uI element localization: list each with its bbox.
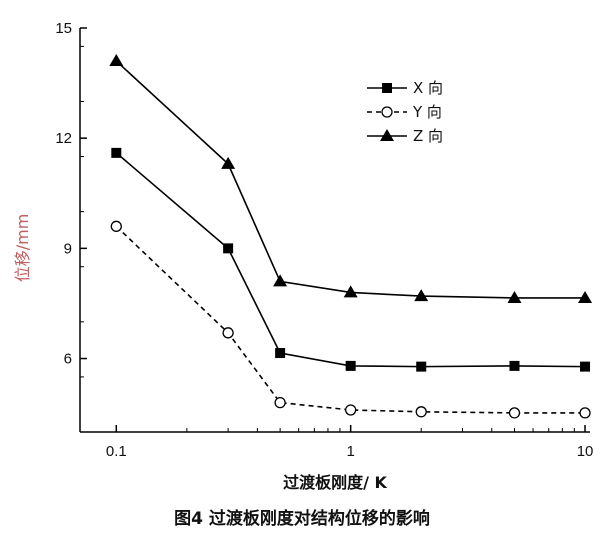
legend-label: X 向 bbox=[413, 79, 443, 97]
y-tick-label: 12 bbox=[55, 130, 72, 147]
x-tick-label: 0.1 bbox=[106, 443, 127, 460]
y-tick-label: 15 bbox=[55, 20, 72, 37]
data-point bbox=[580, 361, 591, 372]
y-tick-label: 6 bbox=[64, 351, 72, 368]
figure-caption: 图4 过渡板刚度对结构位移的影响 bbox=[174, 509, 430, 529]
y-tick-label: 9 bbox=[64, 240, 72, 257]
data-point bbox=[509, 360, 520, 371]
data-point bbox=[223, 243, 234, 254]
data-point bbox=[111, 147, 122, 158]
data-point bbox=[222, 327, 234, 339]
y-axis-title: 位移/mm bbox=[13, 214, 32, 283]
data-point bbox=[275, 348, 286, 359]
legend-label: Y 向 bbox=[412, 103, 442, 121]
legend-label: Z 向 bbox=[413, 127, 443, 145]
y-ticks: 6 9 12 15 bbox=[55, 20, 87, 433]
series-line-1 bbox=[115, 225, 586, 414]
chart: 6 9 12 15 0.1 1 10 X 向 Y 向 Z 向 过渡板刚度/ K 位移/mm bbox=[13, 20, 594, 492]
data-point bbox=[414, 289, 429, 302]
series-layer bbox=[109, 54, 593, 419]
data-point bbox=[343, 285, 358, 298]
data-point bbox=[110, 220, 122, 232]
data-point bbox=[416, 361, 427, 372]
data-point bbox=[274, 396, 286, 409]
legend: X 向 Y 向 Z 向 bbox=[367, 79, 443, 145]
data-point bbox=[273, 274, 288, 287]
data-point bbox=[507, 290, 522, 303]
data-point bbox=[415, 406, 427, 418]
x-ticks: 0.1 1 10 bbox=[106, 425, 594, 460]
data-point bbox=[221, 156, 236, 169]
data-point bbox=[508, 407, 521, 419]
series-line-0 bbox=[115, 152, 586, 368]
x-tick-label: 1 bbox=[346, 443, 354, 460]
data-point bbox=[109, 54, 124, 67]
x-axis-title: 过渡板刚度/ K bbox=[283, 473, 387, 492]
data-point bbox=[579, 407, 591, 419]
data-point bbox=[345, 360, 356, 371]
legend-marker bbox=[380, 129, 394, 141]
data-point bbox=[578, 290, 593, 303]
series-line-2 bbox=[115, 60, 586, 299]
x-tick-label: 10 bbox=[577, 443, 594, 460]
legend-marker bbox=[381, 106, 393, 118]
legend-marker bbox=[382, 83, 392, 93]
data-point bbox=[345, 404, 357, 416]
